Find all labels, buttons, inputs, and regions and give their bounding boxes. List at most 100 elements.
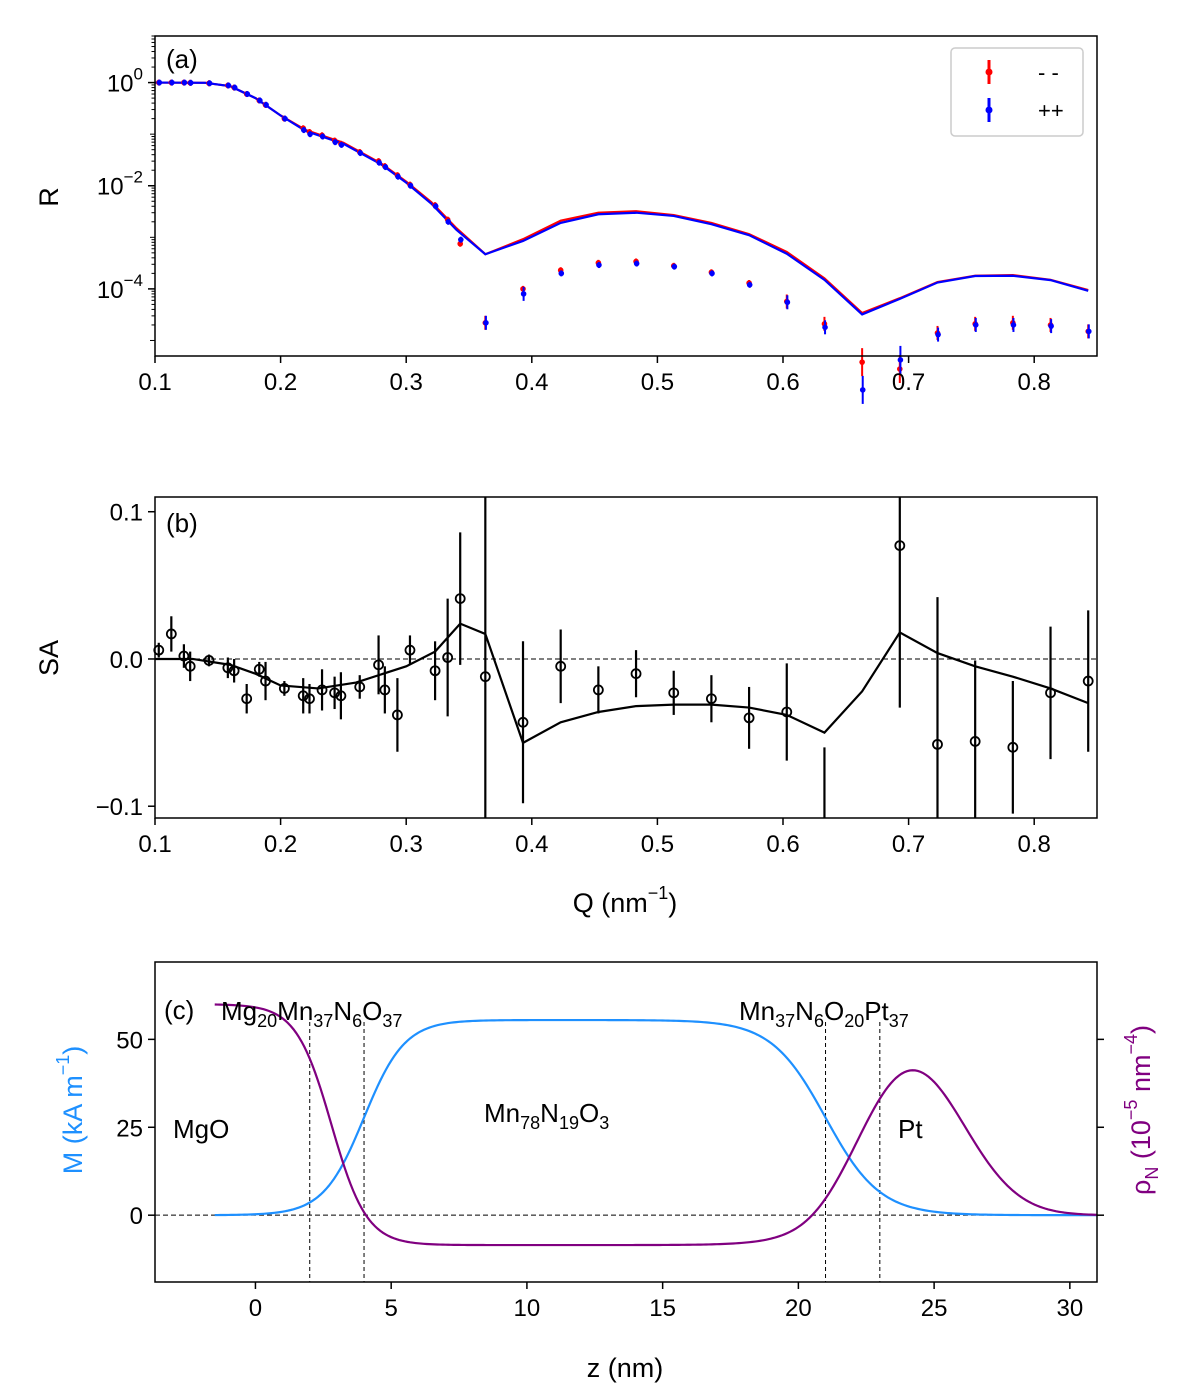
data-point-plus_plus xyxy=(784,299,791,306)
y2label-exponent-2: −4 xyxy=(1121,1034,1141,1055)
data-point-plus_plus xyxy=(1086,328,1092,335)
data-point-plus_plus xyxy=(231,84,238,91)
data-point-plus_plus xyxy=(357,150,364,156)
panel-a-ylabel: R xyxy=(34,187,64,207)
panel-b-ylabel: SA xyxy=(34,640,64,676)
data-point-plus_plus xyxy=(206,80,213,87)
y-tick-label: 50 xyxy=(116,1027,143,1054)
data-point-plus_plus xyxy=(407,182,414,189)
x-tick-label: 0.5 xyxy=(641,831,674,858)
x-tick-label: 30 xyxy=(1057,1295,1084,1322)
y2label-close: ) xyxy=(1126,1025,1156,1034)
formula-element: Mn xyxy=(739,996,775,1026)
sa-data-point xyxy=(743,712,755,724)
ylabel-close: ) xyxy=(58,1046,88,1055)
sa-data-point xyxy=(1007,741,1019,753)
panel-c-label: (c) xyxy=(164,995,194,1025)
x-tick-label: 25 xyxy=(921,1295,948,1322)
data-point-plus_plus xyxy=(671,263,678,270)
data-point-plus_plus xyxy=(338,142,345,148)
data-point-plus_plus xyxy=(395,173,401,180)
layer-label-cap: Pt xyxy=(898,1114,923,1144)
x-tick-label: 0.7 xyxy=(892,831,925,858)
panel-c-ylabel-nuclear-sld: ρN (10−5 nm−4) xyxy=(1121,1025,1162,1195)
data-point-plus_plus xyxy=(483,320,489,326)
layer-label-film: Mn78N19O3 xyxy=(484,1098,609,1133)
formula-element: Mn xyxy=(484,1098,520,1128)
data-point-plus_plus xyxy=(307,131,313,137)
panel-a-legend: - - ++ xyxy=(950,47,1084,137)
sa-data-point xyxy=(228,665,240,677)
panel-c-frame xyxy=(154,961,1098,1283)
sa-data-point xyxy=(329,687,341,699)
formula-element: Pt xyxy=(864,996,889,1026)
data-point-plus_plus xyxy=(596,262,602,268)
sa-data-point xyxy=(781,706,793,718)
y-tick-label: 0.1 xyxy=(110,500,143,527)
sa-data-point xyxy=(184,660,196,672)
sa-data-point xyxy=(253,663,265,675)
y-tick-label: 0.0 xyxy=(110,647,143,674)
y2label-rho: ρ xyxy=(1126,1180,1156,1195)
y-tick-label: −0.1 xyxy=(96,794,143,821)
x-tick-label: 0.3 xyxy=(390,831,423,858)
fit-line-plus_plus xyxy=(154,81,1089,316)
sa-data-point xyxy=(379,684,391,696)
formula-element: N xyxy=(333,996,352,1026)
sa-data-point xyxy=(517,716,529,728)
data-point-plus_plus xyxy=(263,102,269,108)
y2label-unit-nm: nm xyxy=(1126,1055,1156,1100)
formula-subscript: 37 xyxy=(775,1011,795,1031)
formula-subscript: 78 xyxy=(520,1113,540,1133)
panel-a-frame xyxy=(154,35,1098,357)
sa-fit-line xyxy=(155,622,1089,745)
x-tick-label: 0.4 xyxy=(515,831,548,858)
legend-minus-minus-label: - - xyxy=(1038,60,1059,85)
sa-data-point xyxy=(260,675,271,687)
y-tick-label: 10−2 xyxy=(97,168,143,201)
formula-element: O xyxy=(579,1098,599,1128)
data-point-plus_plus xyxy=(301,127,307,133)
sa-data-point xyxy=(241,693,253,705)
data-point-plus_plus xyxy=(520,291,527,297)
sa-data-point xyxy=(354,681,366,693)
panel-c-depth-profile: (c) z (nm) M (kA m−1) ρN (10−5 nm−4) MgO… xyxy=(53,961,1162,1383)
sa-data-point xyxy=(178,650,190,662)
y2label-exponent-1: −5 xyxy=(1121,1100,1141,1121)
sa-data-point xyxy=(373,659,384,671)
data-point-plus_plus xyxy=(897,357,904,363)
x-tick-label: 0.5 xyxy=(641,369,674,396)
y-tick-label: 25 xyxy=(116,1115,143,1142)
sa-data-point xyxy=(668,687,680,699)
formula-element: N xyxy=(795,996,814,1026)
x-tick-label: 0.6 xyxy=(766,369,799,396)
panel-b-frame xyxy=(154,496,1098,819)
panel-c-xlabel: z (nm) xyxy=(587,1353,664,1383)
sa-data-point xyxy=(630,668,642,680)
sa-data-point xyxy=(969,736,981,747)
x-tick-label: 0.1 xyxy=(138,369,171,396)
legend-minus-minus-marker xyxy=(985,68,993,76)
sa-data-point xyxy=(1045,687,1056,699)
xlabel-main: Q (nm xyxy=(573,888,648,918)
sa-data-point xyxy=(479,671,491,683)
formula-element: N xyxy=(540,1098,559,1128)
panel-b-plot-area xyxy=(153,497,1097,818)
y-tick-label: 10−4 xyxy=(97,271,143,304)
xlabel-exponent: −1 xyxy=(648,883,669,903)
formula-subscript: 37 xyxy=(313,1011,333,1031)
x-tick-label: 0 xyxy=(249,1295,262,1322)
x-tick-label: 0.8 xyxy=(1018,831,1051,858)
formula-subscript: 6 xyxy=(352,1011,362,1031)
data-point-plus_plus xyxy=(458,236,464,243)
data-point-plus_plus xyxy=(181,79,188,86)
x-tick-label: 0.8 xyxy=(1018,369,1051,396)
x-tick-label: 0.2 xyxy=(264,369,297,396)
sa-data-point xyxy=(404,644,416,656)
x-tick-label: 15 xyxy=(649,1295,676,1322)
data-point-plus_plus xyxy=(445,218,452,225)
data-point-plus_plus xyxy=(319,133,326,140)
data-point-plus_plus xyxy=(1010,322,1017,328)
data-point-plus_plus xyxy=(859,387,866,393)
legend-plus-plus-marker xyxy=(985,106,993,114)
